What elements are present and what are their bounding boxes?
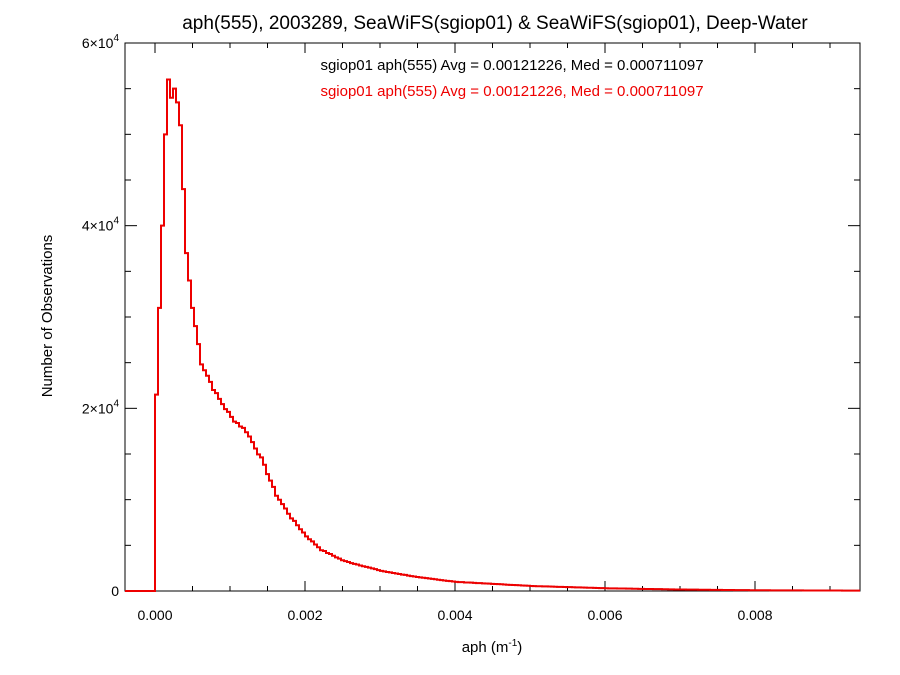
- chart-title: aph(555), 2003289, SeaWiFS(sgiop01) & Se…: [182, 13, 808, 34]
- plot-frame: [124, 42, 861, 592]
- legend-entry-black: sgiop01 aph(555) Avg = 0.00121226, Med =…: [320, 57, 703, 74]
- x-axis-label: aph (m-1): [462, 638, 523, 656]
- legend-entry-red: sgiop01 aph(555) Avg = 0.00121226, Med =…: [320, 83, 703, 100]
- x-tick-label: 0.004: [437, 607, 472, 623]
- y-axis-label: Number of Observations: [39, 235, 56, 398]
- x-axis: 0.000 0.002 0.004 0.006 0.008: [137, 43, 831, 623]
- series-line-black: [125, 78, 860, 592]
- y-axis: 0 2×104 4×104 6×104: [82, 33, 860, 599]
- x-tick-label: 0.002: [287, 607, 322, 623]
- x-tick-label: 0.000: [137, 607, 172, 623]
- y-tick-label: 0: [111, 583, 119, 599]
- y-tick-label: 2×104: [82, 398, 120, 416]
- series-line-red: [125, 78, 860, 592]
- y-tick-label: 4×104: [82, 216, 120, 234]
- y-tick-label: 6×104: [82, 33, 120, 51]
- x-tick-label: 0.006: [587, 607, 622, 623]
- x-tick-label: 0.008: [737, 607, 772, 623]
